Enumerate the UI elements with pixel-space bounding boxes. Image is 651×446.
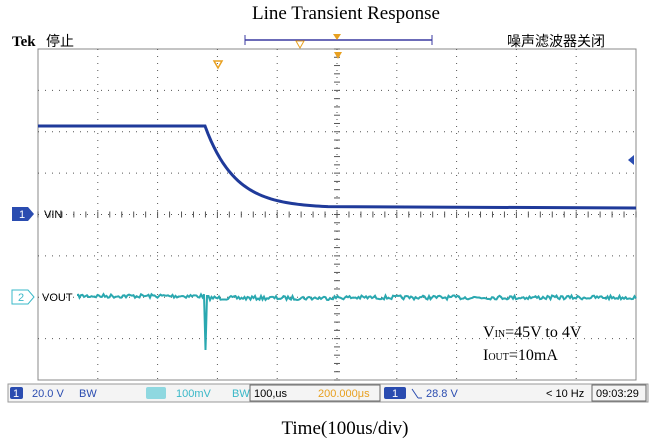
timebase: 100,us xyxy=(254,388,288,400)
channel-number: 2 xyxy=(18,292,24,304)
ch2-scale: 100mV xyxy=(176,388,212,400)
ch1-scale: 20.0 V xyxy=(32,388,64,400)
filter-status: 噪声滤波器关闭 xyxy=(507,33,605,49)
symbol: V xyxy=(483,324,495,341)
caption: Time(100us/div) xyxy=(281,418,408,439)
ch2-bandwidth: BW xyxy=(232,388,250,400)
trigger-bar xyxy=(245,34,432,48)
trigger-level: 28.8 V xyxy=(426,388,458,400)
ch1-bandwidth: BW xyxy=(79,388,97,400)
subscript: IN xyxy=(495,329,506,340)
status-bar: 1 20.0 V BW 100mV BW 100,us 200.000μs 1 … xyxy=(8,384,648,402)
frequency: < 10 Hz xyxy=(546,388,584,400)
channel-number: 1 xyxy=(13,388,19,400)
subscript: OUT xyxy=(488,352,509,363)
channel-1-marker: 1 VIN xyxy=(12,207,62,221)
horizontal-position: 200.000μs xyxy=(318,388,370,400)
text: =45V to 4V xyxy=(505,324,582,341)
clock: 09:03:29 xyxy=(596,388,639,400)
channel-label: VOUT xyxy=(42,292,73,304)
channel-label: VIN xyxy=(44,209,62,221)
trigger-channel: 1 xyxy=(392,388,398,400)
title: Line Transient Response xyxy=(252,3,440,24)
status: 停止 xyxy=(46,33,74,49)
channel-number: 1 xyxy=(19,209,25,221)
brand: Tek xyxy=(12,34,36,50)
figure: Line Transient Response Tek 停止 噪声滤波器关闭 1… xyxy=(0,0,651,446)
channel-2-marker: 2 VOUT xyxy=(12,290,73,304)
text: =10mA xyxy=(509,347,558,364)
